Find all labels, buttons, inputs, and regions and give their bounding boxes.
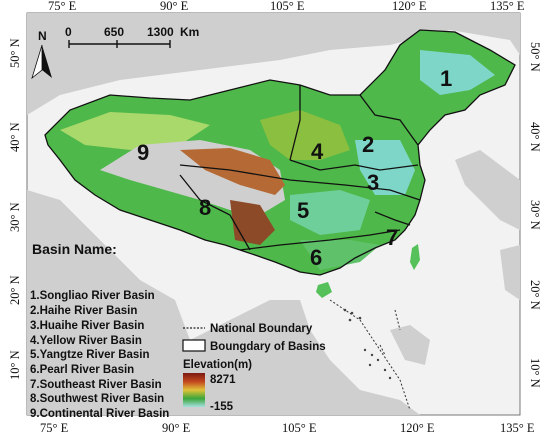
lon-tick: 105° E — [270, 0, 305, 13]
elevation-colorbar — [183, 373, 205, 407]
basin-number-7: 7 — [386, 225, 398, 250]
basin-legend-title: Basin Name: — [32, 241, 117, 257]
basin-numbers: 1 2 3 4 5 6 7 8 9 — [137, 66, 452, 270]
elevation-min: -155 — [210, 401, 234, 413]
boundary-legend: National Boundary Boungdary of Basins — [182, 323, 326, 353]
elevation-max: 8271 — [210, 374, 236, 386]
lon-tick: 105° E — [282, 421, 317, 435]
basin-legend-item: 3.Huaihe River Basin — [30, 320, 144, 332]
scale-bar: 0 650 1300 Km — [65, 25, 199, 48]
lat-tick: 10° N — [8, 350, 22, 380]
terrain — [60, 50, 495, 270]
scale-label: Km — [180, 25, 199, 39]
national-boundary-lines — [329, 299, 411, 411]
basin-number-4: 4 — [311, 139, 324, 164]
basin-legend-item: 1.Songliao River Basin — [30, 290, 155, 302]
basin-number-9: 9 — [137, 140, 149, 165]
scale-label: 0 — [65, 25, 72, 39]
lat-tick: 20° N — [528, 280, 542, 310]
south-china-sea-islands — [343, 308, 392, 380]
basin-number-3: 3 — [367, 170, 379, 195]
basin-legend-item: 9.Continental River Basin — [30, 408, 169, 420]
basin-boundary-label: Boungdary of Basins — [210, 341, 326, 353]
north-label: N — [38, 29, 47, 43]
national-boundary-label: National Boundary — [210, 323, 313, 335]
lat-ticks-right: 50° N 40° N 30° N 20° N 10° N — [528, 42, 542, 388]
taiwan-island — [410, 244, 420, 270]
lon-tick: 135° E — [500, 421, 535, 435]
lon-tick: 90° E — [162, 421, 191, 435]
north-arrow: N — [31, 29, 52, 80]
basin-number-1: 1 — [440, 66, 452, 91]
lat-ticks-left: 50° N 40° N 30° N 20° N 10° N — [8, 38, 22, 380]
basin-legend-item: 8.Southwest River Basin — [30, 393, 164, 405]
basin-legend-item: 5.Yangtze River Basin — [30, 349, 150, 361]
elevation-title: Elevation(m) — [183, 359, 252, 371]
basin-name-legend: Basin Name: 1.Songliao River Basin 2.Hai… — [30, 241, 169, 420]
lon-tick: 75° E — [48, 0, 77, 13]
lat-tick: 50° N — [8, 38, 22, 68]
hainan-island — [316, 282, 332, 298]
basin-number-8: 8 — [199, 195, 211, 220]
neighbor-land — [27, 13, 520, 415]
lon-tick: 90° E — [160, 0, 189, 13]
basin-legend-item: 2.Haihe River Basin — [30, 305, 137, 317]
scale-label: 1300 — [147, 25, 174, 39]
lon-tick: 75° E — [40, 421, 69, 435]
lon-tick: 120° E — [400, 421, 435, 435]
scale-label: 650 — [104, 25, 124, 39]
lat-tick: 40° N — [8, 122, 22, 152]
basin-number-6: 6 — [310, 245, 322, 270]
lat-tick: 50° N — [528, 42, 542, 72]
lon-ticks-top: 75° E 90° E 105° E 120° E 135° E — [48, 0, 525, 13]
basin-legend-item: 7.Southeast River Basin — [30, 379, 162, 391]
lon-ticks-bottom: 75° E 90° E 105° E 120° E 135° E — [40, 421, 535, 435]
lat-tick: 20° N — [8, 275, 22, 305]
basin-number-5: 5 — [297, 198, 309, 223]
lat-tick: 30° N — [8, 202, 22, 232]
lon-tick: 120° E — [392, 0, 427, 13]
basin-legend-item: 6.Pearl River Basin — [30, 364, 134, 376]
lat-tick: 40° N — [528, 122, 542, 152]
basin-legend-item: 4.Yellow River Basin — [30, 335, 142, 347]
lat-tick: 10° N — [528, 358, 542, 388]
basin-number-2: 2 — [362, 132, 374, 157]
lon-tick: 135° E — [490, 0, 525, 13]
lat-tick: 30° N — [528, 200, 542, 230]
basin-boundaries — [44, 29, 516, 276]
elevation-legend: Elevation(m) 8271 -155 — [183, 359, 252, 413]
